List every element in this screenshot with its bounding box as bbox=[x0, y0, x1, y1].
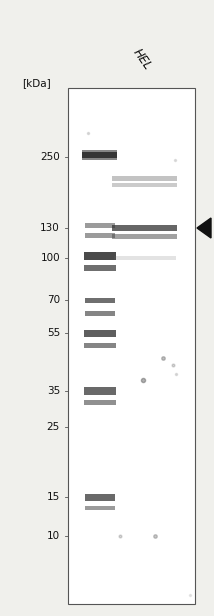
Bar bbox=[84, 387, 116, 395]
Bar bbox=[83, 150, 117, 160]
Text: [kDa]: [kDa] bbox=[22, 78, 51, 88]
Bar bbox=[84, 252, 116, 260]
Bar bbox=[84, 400, 116, 405]
Bar bbox=[84, 265, 116, 271]
Bar bbox=[114, 256, 176, 260]
Bar bbox=[85, 506, 115, 510]
Text: 10: 10 bbox=[47, 531, 60, 541]
Text: 70: 70 bbox=[47, 295, 60, 305]
Bar bbox=[84, 342, 116, 347]
Bar bbox=[113, 176, 177, 180]
Text: HEL: HEL bbox=[130, 46, 154, 72]
Bar bbox=[85, 310, 115, 315]
Bar bbox=[85, 232, 115, 238]
Bar bbox=[85, 493, 115, 500]
Text: 100: 100 bbox=[40, 253, 60, 263]
Bar bbox=[84, 330, 116, 336]
Bar bbox=[113, 233, 177, 238]
Bar bbox=[83, 152, 117, 158]
Bar bbox=[68, 88, 195, 604]
Text: 250: 250 bbox=[40, 152, 60, 162]
Text: 25: 25 bbox=[47, 422, 60, 432]
Polygon shape bbox=[197, 218, 211, 238]
Text: 55: 55 bbox=[47, 328, 60, 338]
Text: 15: 15 bbox=[47, 492, 60, 502]
Text: 35: 35 bbox=[47, 386, 60, 396]
Bar bbox=[113, 183, 177, 187]
Bar bbox=[85, 298, 115, 302]
Bar bbox=[85, 222, 115, 227]
Bar bbox=[113, 225, 177, 231]
Text: 130: 130 bbox=[40, 223, 60, 233]
